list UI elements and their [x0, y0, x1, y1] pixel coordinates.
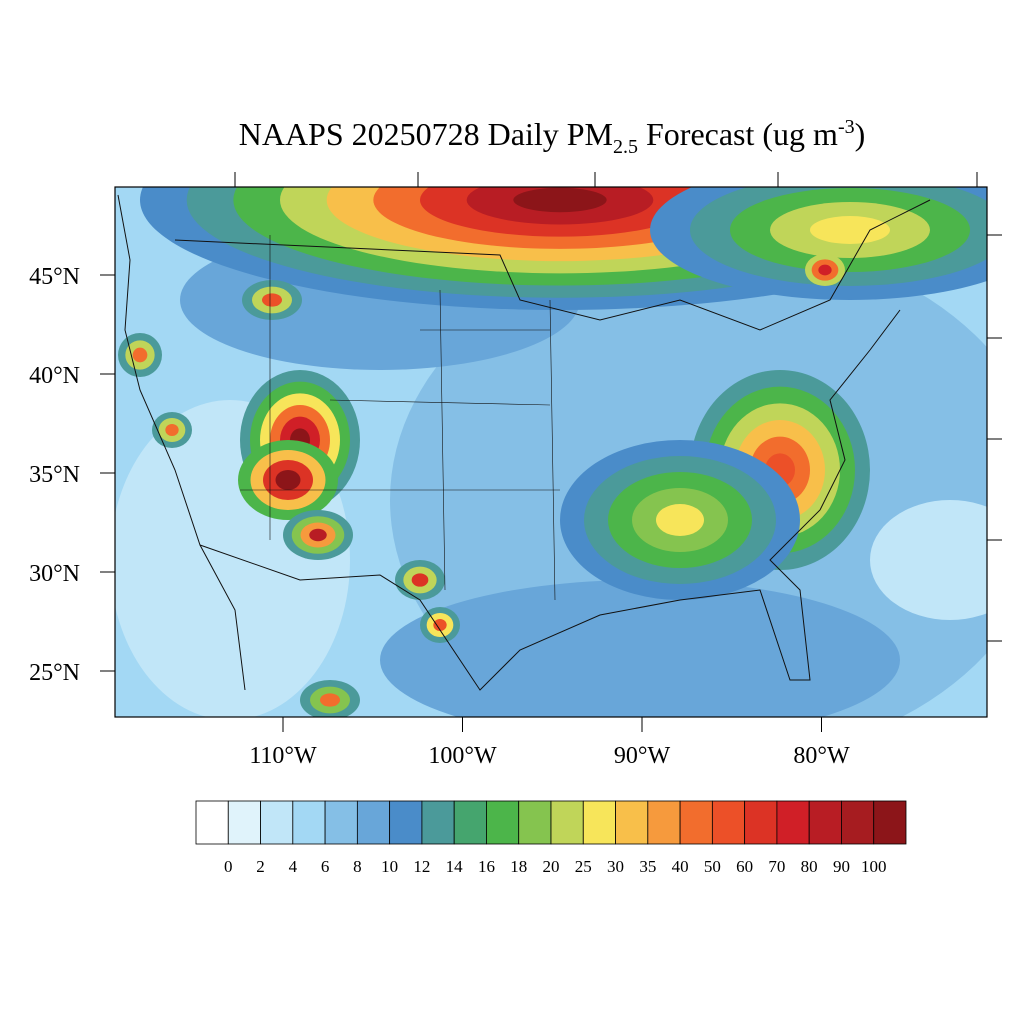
colorbar-box: [679, 800, 713, 845]
colorbar-box: [324, 800, 358, 845]
colorbar-box: [711, 800, 746, 845]
colorbar-box: [873, 800, 907, 845]
colorbar-box: [421, 800, 455, 845]
lat-label: 30°N: [29, 561, 80, 587]
colorbar-box: [776, 800, 810, 845]
field-atlantic: [870, 500, 987, 620]
colorbar-label: 60: [736, 857, 753, 876]
colorbar-box: [841, 800, 875, 845]
colorbar-box: [389, 800, 423, 845]
smoke-blob: [309, 528, 327, 542]
title-main: NAAPS 20250728 Daily PM: [239, 116, 613, 152]
title-middle: Forecast (ug m: [638, 116, 838, 152]
lat-label: 35°N: [29, 462, 80, 488]
colorbar-label: 6: [321, 857, 330, 876]
colorbar-label: 2: [256, 857, 265, 876]
colorbar-label: 40: [672, 857, 689, 876]
colorbar-label: 50: [704, 857, 721, 876]
map-frame: [114, 186, 988, 718]
colorbar-box: [518, 800, 552, 845]
lat-label: 25°N: [29, 660, 80, 686]
lat-label: 45°N: [29, 264, 80, 290]
colorbar-label: 18: [510, 857, 527, 876]
colorbar-box: [260, 800, 294, 845]
title-superscript: -3: [838, 116, 855, 138]
lon-label: 110°W: [249, 743, 317, 769]
smoke-blob: [656, 504, 704, 536]
colorbar-box: [808, 800, 842, 845]
colorbar-box: [453, 800, 487, 845]
colorbar-label: 35: [639, 857, 656, 876]
colorbar-box: [550, 800, 584, 845]
title-subscript: 2.5: [613, 136, 638, 158]
smoke-blob: [165, 424, 179, 436]
smoke-blob: [132, 347, 148, 363]
colorbar-box: [582, 800, 616, 845]
colorbar-box: [486, 800, 520, 845]
lon-label: 90°W: [614, 743, 671, 769]
colorbar-label: 20: [543, 857, 560, 876]
colorbar-box: [744, 800, 778, 845]
title: NAAPS 20250728 Daily PM2.5 Forecast (ug …: [239, 116, 866, 158]
title-end: ): [855, 116, 866, 152]
smoke-blob: [513, 187, 607, 213]
lon-label: 100°W: [428, 743, 497, 769]
smoke-blob: [411, 573, 429, 587]
colorbar-box: [227, 800, 261, 845]
colorbar-box: [356, 800, 391, 845]
colorbar-label: 80: [801, 857, 818, 876]
colorbar-label: 0: [224, 857, 233, 876]
colorbar-label: 14: [446, 857, 464, 876]
colorbar: 0 2 4 6 8 10 12 14 16 18 20 25 30 35 40 50 60 70 80 90 100: [195, 800, 907, 876]
colorbar-label: 12: [413, 857, 430, 876]
colorbar-label: 8: [353, 857, 362, 876]
colorbar-box: [292, 800, 326, 845]
colorbar-label: 16: [478, 857, 495, 876]
boundaries: [117, 194, 931, 691]
axes: 45°N 40°N 35°N 30°N 25°N 110°W 100°W 90°W 80°W: [29, 264, 850, 769]
colorbar-label: 30: [607, 857, 624, 876]
lat-label: 40°N: [29, 363, 80, 389]
colorbar-label: 25: [575, 857, 592, 876]
smoke-blob: [818, 264, 832, 276]
colorbar-label: 90: [833, 857, 850, 876]
colorbar-label: 100: [861, 857, 887, 876]
colorbar-label: 4: [289, 857, 298, 876]
pm-field: [115, 187, 987, 717]
colorbar-label: 10: [381, 857, 398, 876]
smoke-blob: [810, 216, 890, 244]
field-gulf: [380, 580, 900, 717]
smoke-blob: [320, 693, 340, 707]
smoke-blob: [433, 619, 447, 631]
colorbar-box: [647, 800, 681, 845]
colorbar-box: [615, 800, 649, 845]
smoke-blob: [262, 293, 282, 307]
frame-ticks: [234, 172, 1002, 642]
colorbar-box: [195, 800, 229, 845]
smoke-blob: [275, 470, 301, 490]
colorbar-label: 70: [768, 857, 785, 876]
lon-label: 80°W: [793, 743, 850, 769]
